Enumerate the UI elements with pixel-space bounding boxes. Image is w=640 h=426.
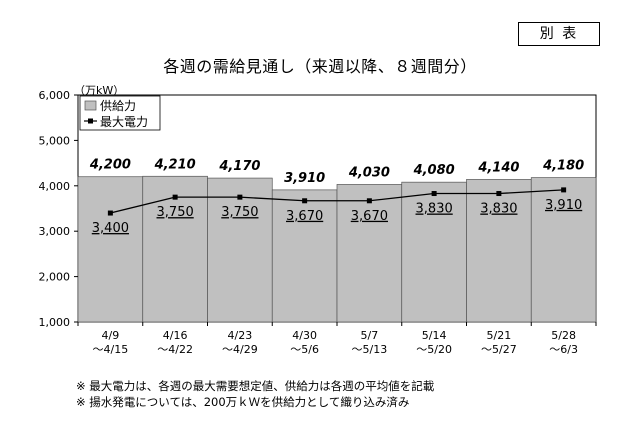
x-tick-label: 5/28: [551, 329, 576, 342]
demand-value-label: 3,400: [92, 221, 129, 236]
x-tick-label: 4/9: [102, 329, 120, 342]
x-tick-label: 4/16: [163, 329, 188, 342]
y-axis-unit-label: （万kW）: [74, 84, 125, 97]
x-tick-label: ～5/13: [352, 343, 388, 356]
x-tick-label: ～4/29: [222, 343, 258, 356]
demand-point: [237, 194, 243, 200]
supply-bar: [530, 177, 597, 323]
x-tick-label: ～4/15: [93, 343, 129, 356]
legend-label-demand: 最大電力: [100, 115, 148, 129]
demand-point: [107, 210, 113, 216]
y-tick-label: 2,000: [39, 271, 71, 284]
supply-value-label: 4,080: [413, 163, 455, 178]
x-tick-label: 5/21: [487, 329, 512, 342]
demand-point: [561, 187, 567, 193]
x-tick-label: ～5/20: [416, 343, 452, 356]
x-tick-label: 5/7: [361, 329, 379, 342]
supply-value-label: 3,910: [284, 171, 325, 186]
demand-line: [110, 189, 564, 214]
demand-value-label: 3,910: [545, 198, 582, 213]
footnote-2: ※ 揚水発電については、200万ｋＷを供給力として織り込み済み: [76, 395, 410, 409]
y-tick-label: 4,000: [39, 180, 71, 193]
chart-title: 各週の需給見通し（来週以降、８週間分）: [163, 57, 477, 76]
footnotes: ※ 最大電力は、各週の最大需要想定値、供給力は各週の平均値を記載 ※ 揚水発電に…: [76, 378, 434, 410]
x-tick-label: ～5/6: [290, 343, 319, 356]
supply-bar: [271, 189, 338, 323]
supply-value-label: 4,180: [542, 159, 584, 174]
supply-bar: [77, 176, 144, 323]
x-tick-label: 4/23: [228, 329, 253, 342]
y-tick-label: 1,000: [39, 316, 71, 329]
demand-point: [172, 194, 178, 200]
supply-value-label: 4,140: [477, 160, 519, 175]
demand-value-label: 3,670: [286, 209, 323, 224]
x-tick-label: ～4/22: [157, 343, 193, 356]
demand-point: [431, 191, 437, 197]
supply-value-label: 4,210: [154, 157, 196, 172]
x-tick-label: ～6/3: [549, 343, 578, 356]
supply-value-label: 4,170: [218, 159, 260, 174]
demand-point: [302, 198, 308, 204]
demand-value-label: 3,750: [221, 205, 258, 220]
y-tick-label: 3,000: [39, 225, 71, 238]
legend-swatch-supply: [84, 100, 97, 111]
demand-value-label: 3,750: [157, 205, 194, 220]
demand-point: [496, 191, 502, 197]
supply-bar: [466, 179, 532, 323]
appendix-badge: 別 表: [518, 22, 600, 46]
supply-bar: [336, 184, 403, 323]
demand-point: [366, 198, 372, 204]
supply-value-label: 4,200: [89, 158, 131, 173]
footnote-1: ※ 最大電力は、各週の最大需要想定値、供給力は各週の平均値を記載: [76, 379, 435, 393]
demand-value-label: 3,830: [416, 202, 453, 217]
y-tick-label: 6,000: [39, 89, 71, 102]
demand-value-label: 3,670: [351, 209, 388, 224]
legend-label-supply: 供給力: [100, 99, 136, 113]
supply-bar: [207, 177, 273, 323]
demand-value-label: 3,830: [480, 202, 517, 217]
supply-bar: [142, 175, 208, 323]
x-tick-label: 4/30: [292, 329, 317, 342]
supply-value-label: 4,030: [348, 165, 390, 180]
y-tick-label: 5,000: [39, 134, 71, 147]
x-tick-label: 5/14: [422, 329, 447, 342]
legend-marker-demand: [88, 118, 93, 124]
x-tick-label: ～5/27: [481, 343, 517, 356]
